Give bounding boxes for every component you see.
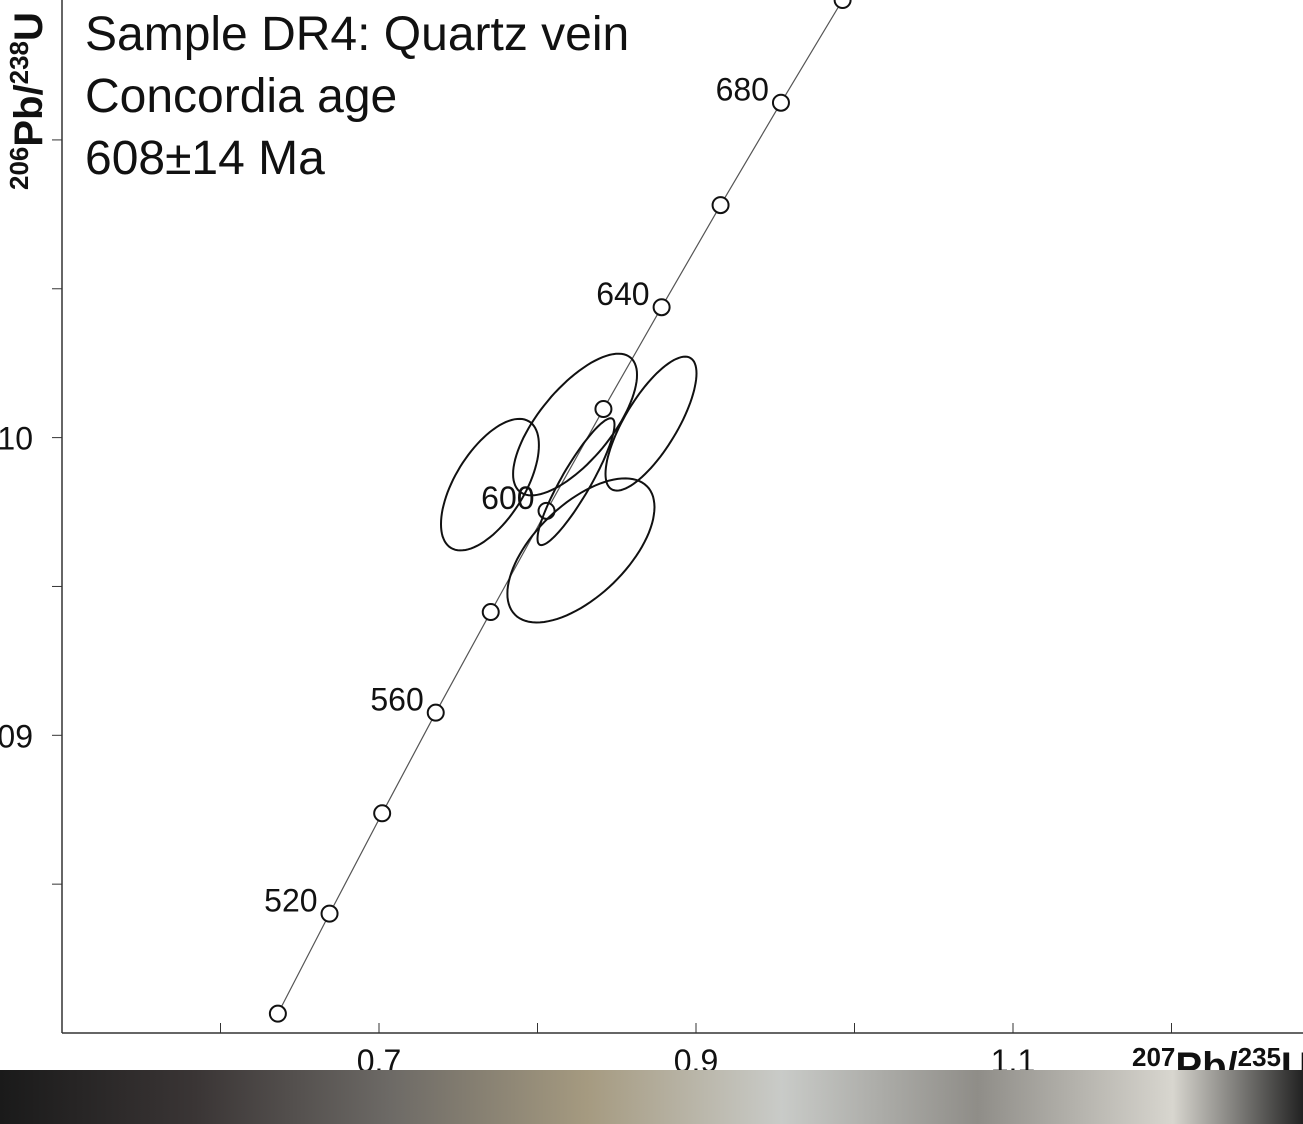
y-tick-label: 0.09 [0, 718, 33, 754]
age-marker [320, 904, 339, 923]
age-marker [833, 0, 852, 9]
error-ellipse [604, 355, 698, 492]
mass-number: 235 [1238, 1042, 1281, 1072]
age-marker [771, 93, 790, 112]
element: Pb/ [7, 84, 51, 146]
chart-title: Sample DR4: Quartz vein [85, 8, 629, 61]
error-ellipse [512, 352, 639, 497]
age-label: 640 [596, 276, 649, 312]
chart-title: Concordia age [85, 70, 397, 123]
error-ellipse [506, 477, 656, 624]
age-marker [481, 603, 500, 622]
error-ellipse [439, 417, 540, 552]
age-label: 520 [264, 883, 317, 919]
age-marker [426, 703, 445, 722]
y-tick-label: 0.10 [0, 421, 33, 457]
age-marker [711, 196, 730, 215]
error-ellipse [536, 417, 616, 547]
mass-number: 207 [1132, 1042, 1175, 1072]
age-marker [268, 1004, 287, 1023]
age-marker [652, 298, 671, 317]
age-label: 680 [716, 72, 769, 108]
age-marker [373, 804, 392, 823]
mass-number: 238 [4, 41, 34, 84]
chart-title: 608±14 Ma [85, 132, 325, 185]
age-label: 600 [481, 480, 534, 516]
age-label: 560 [370, 682, 423, 718]
element: U [7, 12, 51, 41]
y-axis-label: 206Pb/238U [4, 12, 51, 190]
photo-strip [0, 1070, 1303, 1124]
age-marker [594, 400, 613, 419]
mass-number: 206 [4, 147, 34, 190]
